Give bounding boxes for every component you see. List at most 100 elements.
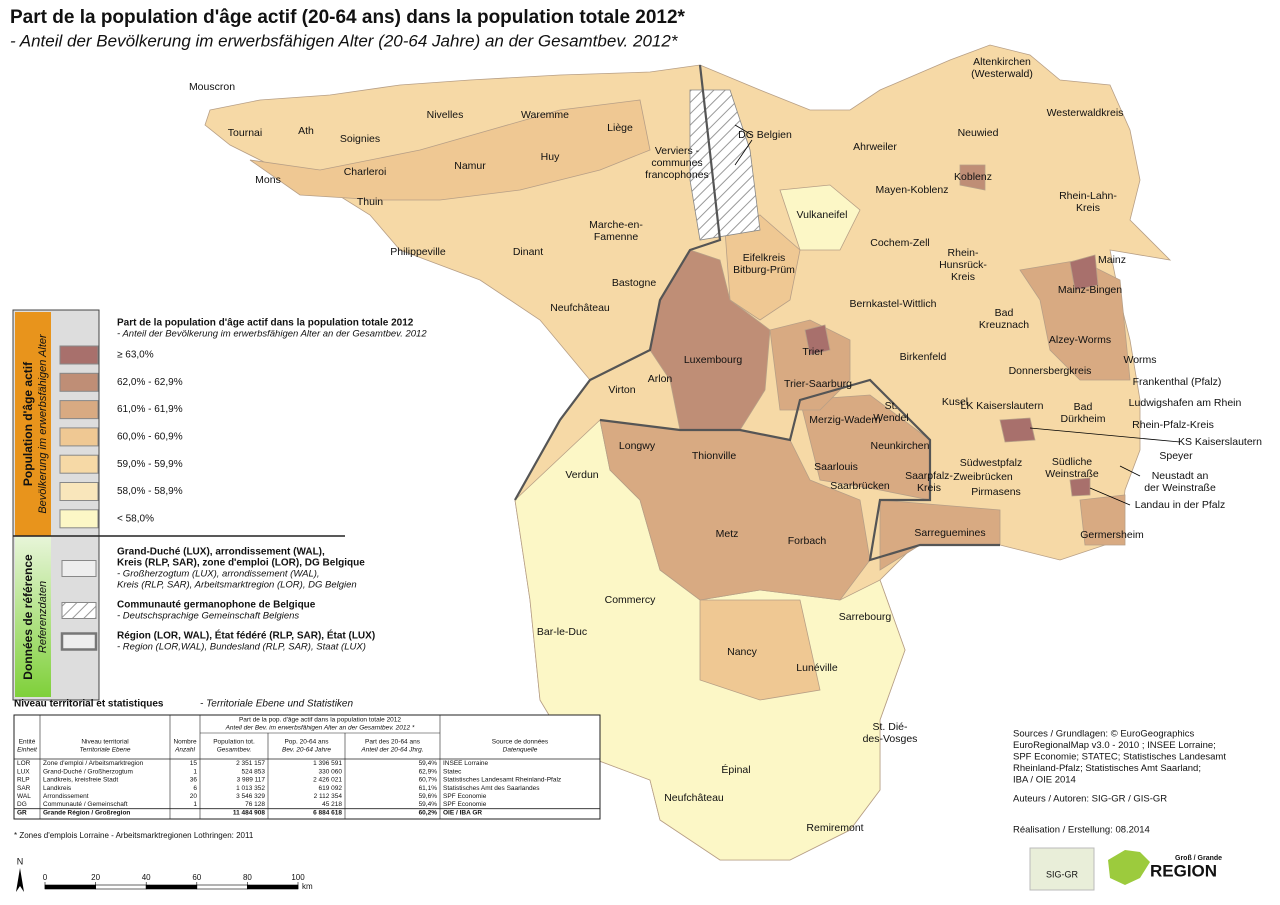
leader-line: [1119, 465, 1141, 477]
region-area: [699, 599, 821, 701]
region-label: Frankenthal (Pfalz): [1133, 376, 1222, 388]
table-cell: 330 060: [319, 768, 343, 775]
reference-subtitle: - Region (LOR,WAL), Bundesland (RLP, SAR…: [117, 642, 366, 653]
region-label: Koblenz: [954, 171, 992, 183]
legend-label: 59,0% - 59,9%: [117, 459, 183, 470]
region-label: Philippeville: [390, 246, 446, 258]
table-cell: Statec: [443, 768, 462, 775]
region-label: Sarrebourg: [839, 611, 892, 623]
scale-label: 60: [192, 873, 201, 882]
table-cell: 6: [193, 785, 197, 792]
region-label: Nancy: [727, 646, 758, 658]
table-cell: Grand-Duché / Großherzogtum: [43, 768, 133, 775]
credits: Auteurs / Autoren: SIG-GR / GIS-GR Réali…: [1013, 729, 1226, 891]
table-column-header: Territoriale Ebene: [79, 747, 130, 754]
region-label: Germersheim: [1080, 529, 1144, 541]
table-footnote: * Zones d'emplois Lorraine - Arbeitsmark…: [14, 831, 254, 840]
region-label: Bad: [1074, 401, 1093, 413]
region-label: Liège: [607, 122, 633, 134]
sources-line: Rheinland-Pfalz; Statistisches Amt Saarl…: [1013, 763, 1201, 774]
region-label: Saarbrücken: [830, 480, 890, 492]
region-label: Huy: [541, 151, 560, 163]
region-label: Thuin: [357, 196, 383, 208]
table-cell: 60,2%: [419, 809, 438, 816]
legend-band: [15, 312, 51, 536]
table-cell: LUX: [17, 768, 30, 775]
table-column-header: Entité: [19, 739, 36, 746]
region-label: Landau in der Pfalz: [1135, 499, 1225, 511]
table-cell: 11 484 908: [233, 809, 266, 816]
region-label: Zweibrücken: [953, 471, 1013, 483]
table-cell: 15: [190, 760, 198, 767]
region-label: Cochem-Zell: [870, 237, 930, 249]
region-labels: Mouscron Tournai Ath Soignies Nivelles Waremm…: [189, 56, 1262, 834]
north-label: N: [17, 856, 24, 866]
leader-line: [734, 124, 753, 136]
region-label: Donnersbergkreis: [1009, 365, 1092, 377]
table-cell: OIE / IBA GR: [443, 809, 482, 816]
region-label: Kusel: [942, 396, 968, 408]
region-label: Kreuznach: [979, 319, 1029, 331]
region-label: Mons: [255, 174, 281, 186]
region-label: Trier-Saarburg: [784, 378, 852, 390]
region-area: [649, 249, 771, 431]
region-label: Mainz-Bingen: [1058, 284, 1122, 296]
logo-region-shape: [1108, 850, 1150, 885]
table-cell: 60,7%: [419, 777, 438, 784]
sources-line: IBA / OIE 2014: [1013, 775, 1076, 786]
table-column-header: Source de données: [492, 739, 549, 746]
legend-swatch: [59, 454, 99, 474]
region-label: Dürkheim: [1061, 413, 1106, 425]
region-label: Ath: [298, 125, 314, 137]
table-cell: Grande Région / Großregion: [43, 809, 130, 816]
table-cell: 59,6%: [419, 793, 438, 800]
region-area: [249, 99, 651, 201]
region-label: Arlon: [648, 373, 673, 385]
region-label: Metz: [716, 528, 739, 540]
region-label: Neuwied: [958, 127, 999, 139]
table-cell: 1: [193, 801, 197, 808]
scale-label: 80: [243, 873, 252, 882]
table-cell: 61,1%: [419, 785, 438, 792]
legend-band-title: Population d'âge actif: [21, 361, 35, 486]
table-cell: 62,9%: [419, 768, 438, 775]
table-cell: 6 884 618: [313, 809, 342, 816]
region-label: der Weinstraße: [1144, 482, 1216, 494]
region-label: Alzey-Worms: [1049, 334, 1111, 346]
region-label: Remiremont: [806, 822, 863, 834]
table-cell: 2 351 157: [236, 760, 265, 767]
region-label: Namur: [454, 160, 486, 172]
reference-subtitle: - Deutschsprachige Gemeinschaft Belgiens: [117, 611, 299, 622]
region-label: Eifelkreis: [743, 252, 786, 264]
region-label: Waremme: [521, 109, 569, 121]
reference-subtitle: - Großherzogtum (LUX), arrondissement (W…: [117, 569, 320, 580]
region-label: Kreis: [951, 271, 975, 283]
table-column-header: Part des 20-64 ans: [365, 739, 421, 746]
state-border: [599, 378, 1000, 562]
legend-swatch: [59, 427, 99, 447]
table-title: Niveau territorial et statistiques: [14, 699, 164, 710]
region-label: KS Kaiserslautern: [1178, 436, 1262, 448]
table-cell: 36: [190, 777, 198, 784]
table-cell: Statistisches Amt des Saarlandes: [443, 785, 540, 792]
legend-label: 58,0% - 58,9%: [117, 486, 183, 497]
reference-title: Kreis (RLP, SAR), zone d'emploi (LOR), D…: [117, 558, 365, 569]
legend-swatch: [61, 560, 97, 577]
legend-swatch: [59, 345, 99, 365]
region-label: Ahrweiler: [853, 141, 897, 153]
region-label: Dinant: [513, 246, 543, 258]
region-label: Kreis: [1076, 202, 1100, 214]
table-cell: DG: [17, 801, 27, 808]
region-label: Neufchâteau: [664, 792, 724, 804]
region-label: Mouscron: [189, 81, 235, 93]
region-area: [1069, 254, 1099, 291]
table-cell: 45 218: [322, 801, 342, 808]
table-cell: 59,4%: [419, 801, 438, 808]
table-column-header: Gesamtbev.: [217, 747, 252, 754]
leader-line: [734, 139, 753, 166]
region-label: Virton: [608, 384, 635, 396]
legend-subheading: - Anteil der Bevölkerung im erwerbsfähig…: [117, 329, 427, 340]
region-label: Soignies: [340, 133, 380, 145]
region-label: Neunkirchen: [871, 440, 930, 452]
